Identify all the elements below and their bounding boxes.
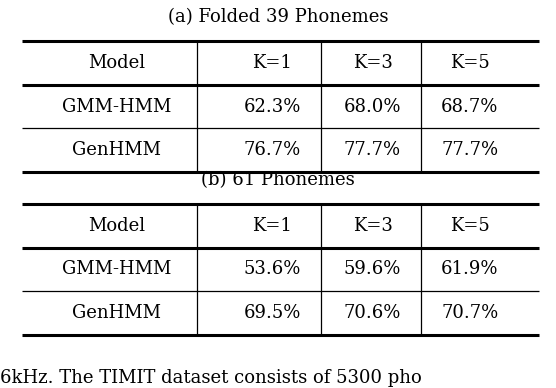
Text: 69.5%: 69.5% bbox=[244, 304, 301, 322]
Text: 76.7%: 76.7% bbox=[244, 141, 301, 159]
Text: 77.7%: 77.7% bbox=[344, 141, 401, 159]
Text: K=1: K=1 bbox=[252, 54, 292, 72]
Text: 70.6%: 70.6% bbox=[344, 304, 401, 322]
Text: Model: Model bbox=[88, 54, 145, 72]
Text: 59.6%: 59.6% bbox=[344, 260, 401, 279]
Text: (b) 61 Phonemes: (b) 61 Phonemes bbox=[201, 171, 355, 189]
Text: 77.7%: 77.7% bbox=[441, 141, 498, 159]
Text: 61.9%: 61.9% bbox=[441, 260, 499, 279]
Text: Model: Model bbox=[88, 217, 145, 235]
Text: GenHMM: GenHMM bbox=[72, 141, 161, 159]
Text: K=1: K=1 bbox=[252, 217, 292, 235]
Text: 68.7%: 68.7% bbox=[441, 97, 499, 116]
Text: GMM-HMM: GMM-HMM bbox=[62, 97, 171, 116]
Text: K=5: K=5 bbox=[450, 217, 490, 235]
Text: GMM-HMM: GMM-HMM bbox=[62, 260, 171, 279]
Text: 68.0%: 68.0% bbox=[344, 97, 401, 116]
Text: 62.3%: 62.3% bbox=[244, 97, 301, 116]
Text: (a) Folded 39 Phonemes: (a) Folded 39 Phonemes bbox=[168, 9, 388, 26]
Text: GenHMM: GenHMM bbox=[72, 304, 161, 322]
Text: 70.7%: 70.7% bbox=[441, 304, 498, 322]
Text: 53.6%: 53.6% bbox=[244, 260, 301, 279]
Text: K=3: K=3 bbox=[353, 54, 393, 72]
Text: 6kHz. The TIMIT dataset consists of 5300 pho: 6kHz. The TIMIT dataset consists of 5300… bbox=[0, 369, 422, 387]
Text: K=5: K=5 bbox=[450, 54, 490, 72]
Text: K=3: K=3 bbox=[353, 217, 393, 235]
